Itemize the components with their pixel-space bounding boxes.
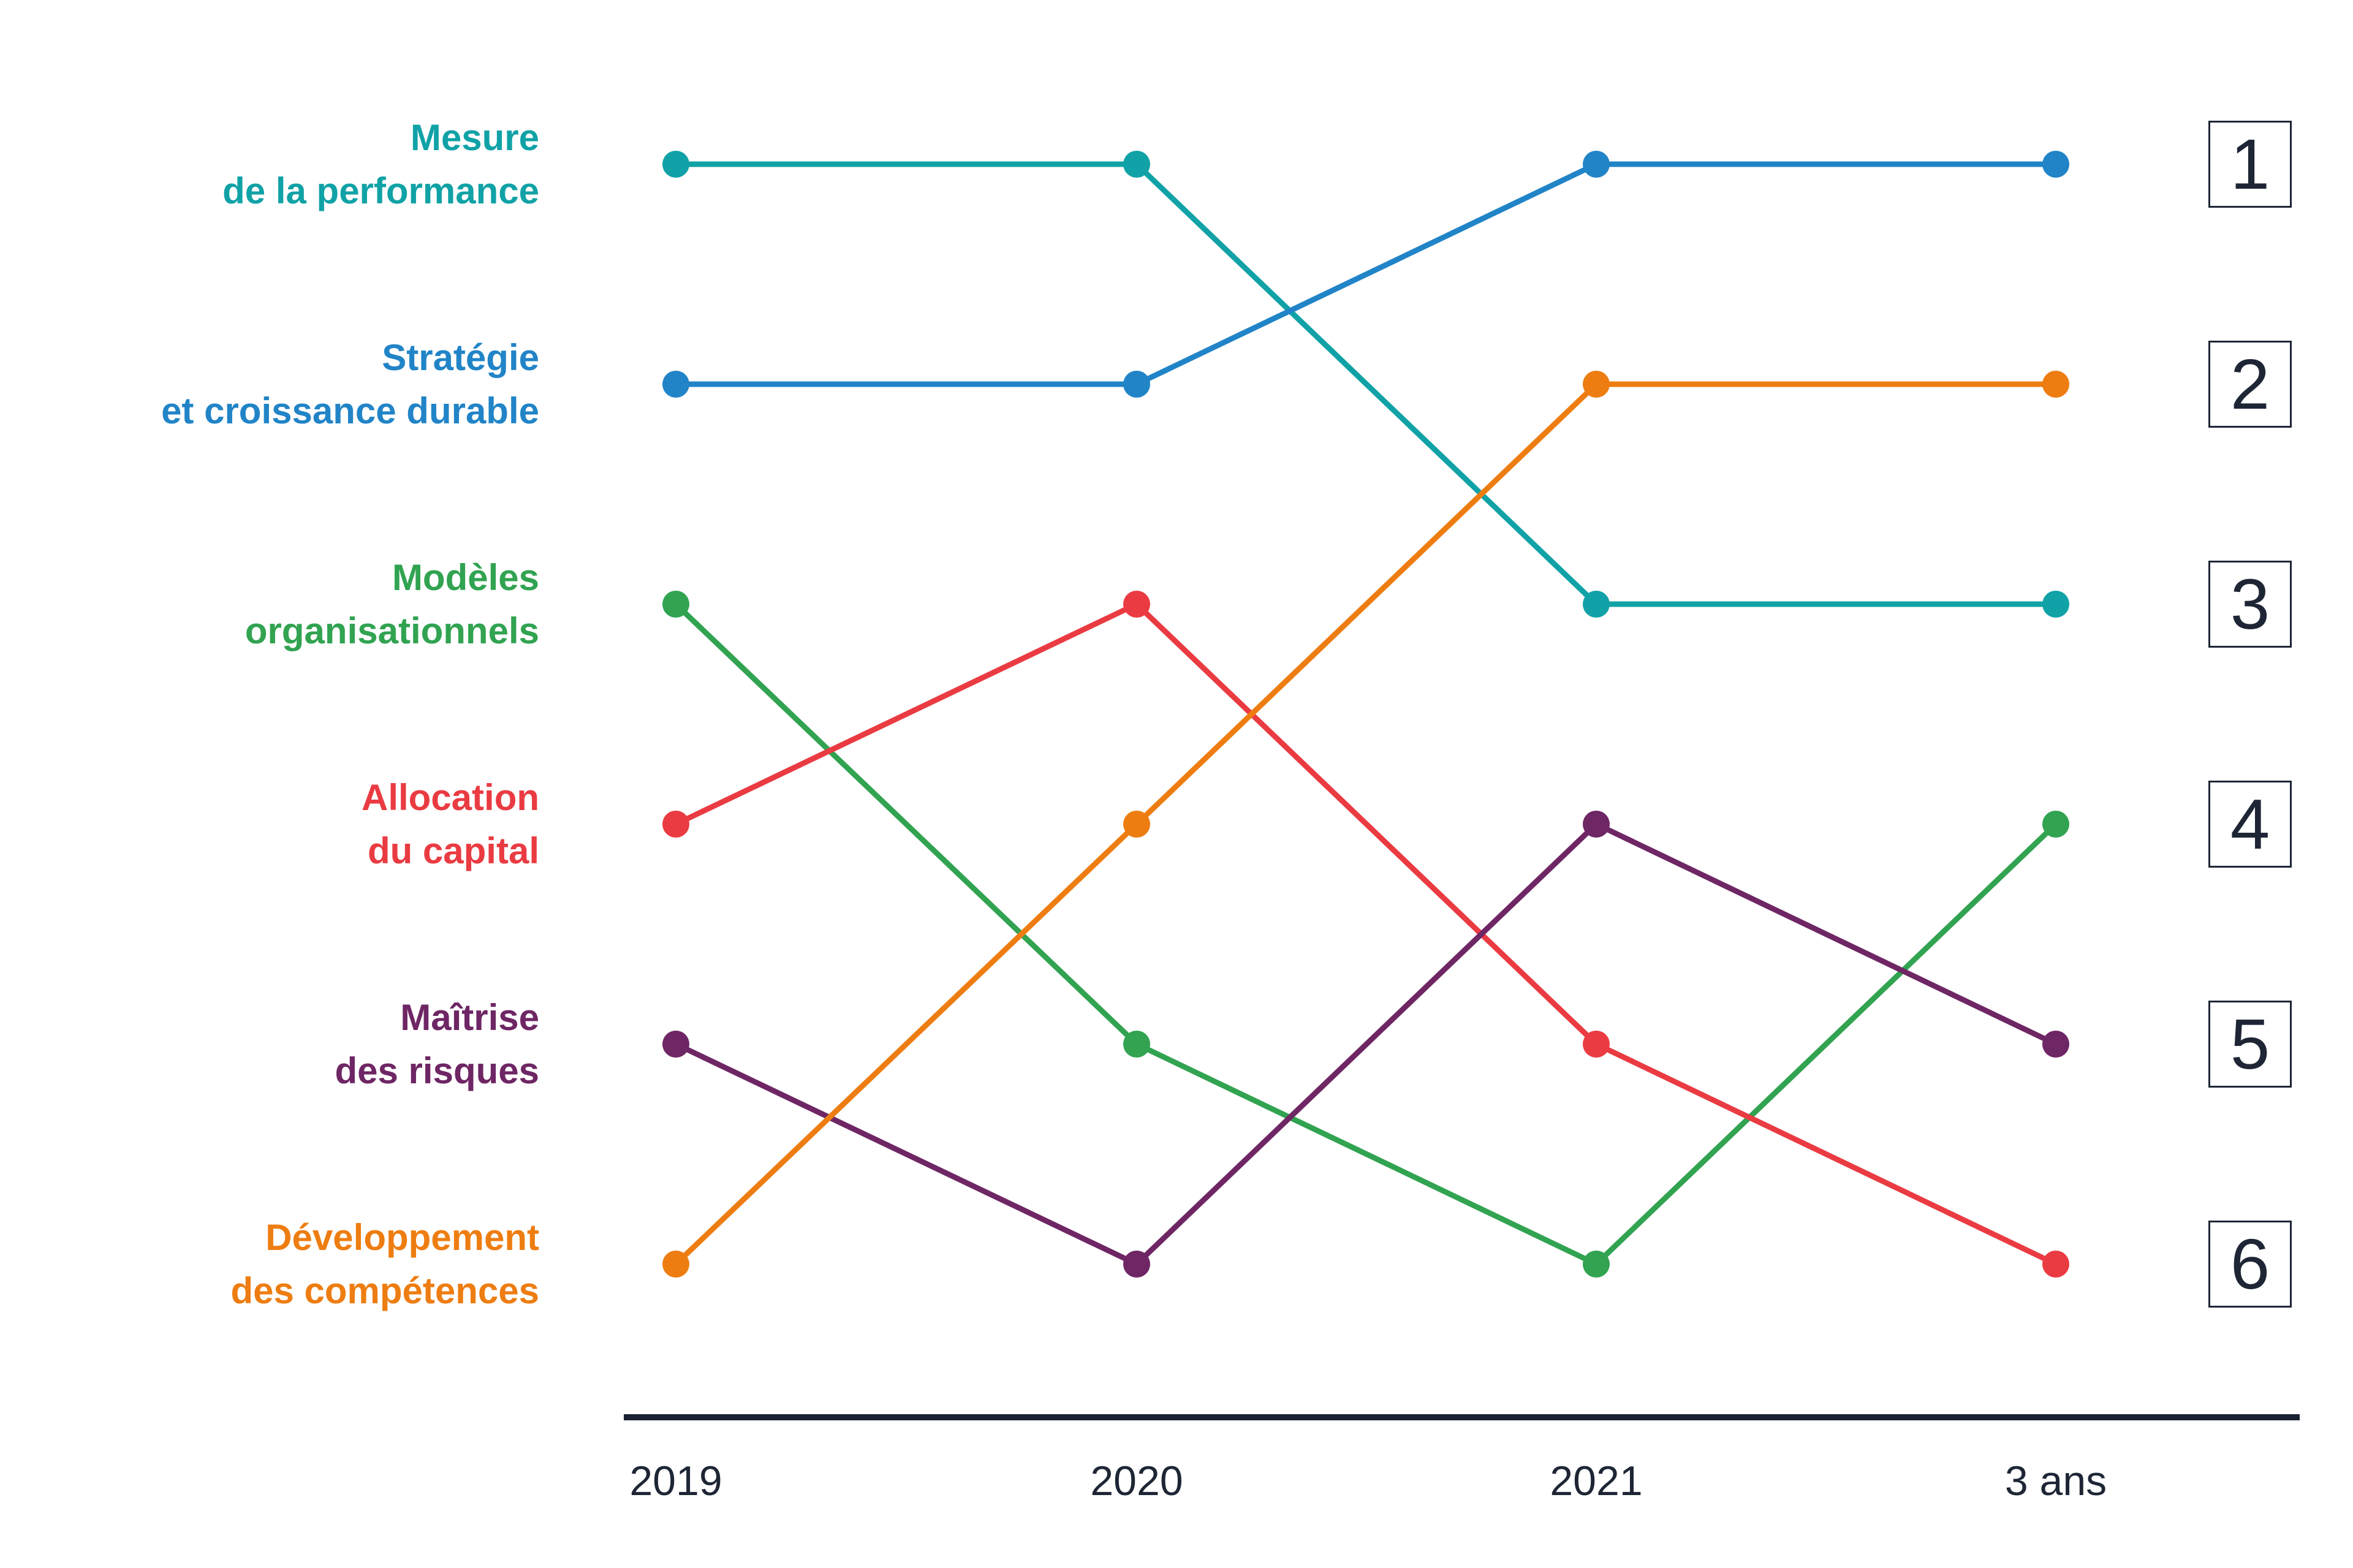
category-label-6: Développement des compétences <box>0 1211 539 1317</box>
rank-box-6: 6 <box>2208 1221 2292 1308</box>
x-tick-label-2: 2020 <box>1090 1458 1183 1504</box>
series-line-5 <box>673 381 2056 1267</box>
data-point-series-4-period-0 <box>662 1031 689 1058</box>
data-point-series-3-period-3 <box>2042 1251 2069 1278</box>
rank-number: 5 <box>2230 1004 2270 1084</box>
category-label-line: des risques <box>335 1050 540 1091</box>
category-label-line: Maîtrise <box>400 997 539 1038</box>
category-label-line: Modèles <box>392 557 539 598</box>
x-tick-label-4: 3 ans <box>2004 1458 2107 1504</box>
data-point-series-2-period-1 <box>1123 1031 1150 1058</box>
category-label-5: Maîtrise des risques <box>0 991 540 1097</box>
rank-number: 4 <box>2230 784 2270 864</box>
rank-number: 6 <box>2230 1224 2270 1304</box>
x-tick-label-1: 2019 <box>629 1458 722 1504</box>
x-axis-line <box>624 1414 2300 1420</box>
category-label-line: Allocation <box>361 777 539 818</box>
category-label-2: Stratégie et croissance durable <box>0 331 539 437</box>
category-label-line: et croissance durable <box>161 390 539 431</box>
category-label-line: Stratégie <box>382 337 539 378</box>
category-label-line: du capital <box>367 830 539 871</box>
data-point-series-3-period-2 <box>1583 1031 1610 1058</box>
rank-number: 2 <box>2230 344 2270 424</box>
data-point-series-4-period-3 <box>2042 1031 2069 1058</box>
data-point-series-4-period-2 <box>1583 811 1610 838</box>
rank-box-4: 4 <box>2208 781 2292 868</box>
category-label-line: des compétences <box>230 1270 539 1311</box>
rank-number: 3 <box>2230 564 2270 644</box>
data-point-series-5-period-0 <box>662 1251 689 1278</box>
category-label-line: Développement <box>265 1217 539 1258</box>
data-point-series-0-period-2 <box>1583 591 1610 618</box>
data-point-series-1-period-3 <box>2042 151 2069 178</box>
data-point-series-2-period-2 <box>1583 1251 1610 1278</box>
data-point-series-1-period-1 <box>1123 371 1150 398</box>
data-point-series-2-period-0 <box>662 591 689 618</box>
series-line-2 <box>673 602 2058 1268</box>
data-point-series-2-period-3 <box>2042 811 2069 838</box>
data-point-series-5-period-2 <box>1583 371 1610 398</box>
rank-box-1: 1 <box>2208 121 2292 208</box>
data-point-series-5-period-3 <box>2042 371 2069 398</box>
series-line-3 <box>675 600 2057 1267</box>
data-point-series-1-period-0 <box>662 371 689 398</box>
data-point-series-3-period-1 <box>1123 591 1150 618</box>
data-point-series-0-period-3 <box>2042 591 2069 618</box>
category-label-4: Allocation du capital <box>0 771 539 877</box>
series-line-0 <box>676 161 2056 607</box>
rank-box-2: 2 <box>2208 341 2292 428</box>
category-label-1: Mesure de la performance <box>0 111 539 218</box>
category-label-3: Modèles organisationnels <box>0 551 539 657</box>
data-point-series-1-period-2 <box>1583 151 1610 178</box>
category-label-line: Mesure <box>410 117 539 158</box>
rank-box-3: 3 <box>2208 561 2292 648</box>
category-label-line: organisationnels <box>244 610 539 651</box>
data-point-series-3-period-0 <box>662 811 689 838</box>
data-point-series-5-period-1 <box>1123 811 1150 838</box>
rank-number: 1 <box>2230 124 2270 204</box>
rank-box-5: 5 <box>2208 1001 2292 1088</box>
data-point-series-4-period-1 <box>1123 1251 1150 1278</box>
data-point-series-0-period-1 <box>1123 151 1150 178</box>
category-label-line: de la performance <box>222 170 539 211</box>
series-line-1 <box>676 161 2056 387</box>
data-point-series-0-period-0 <box>662 151 689 178</box>
x-tick-label-3: 2021 <box>1550 1458 1643 1504</box>
series-line-4 <box>675 820 2057 1268</box>
